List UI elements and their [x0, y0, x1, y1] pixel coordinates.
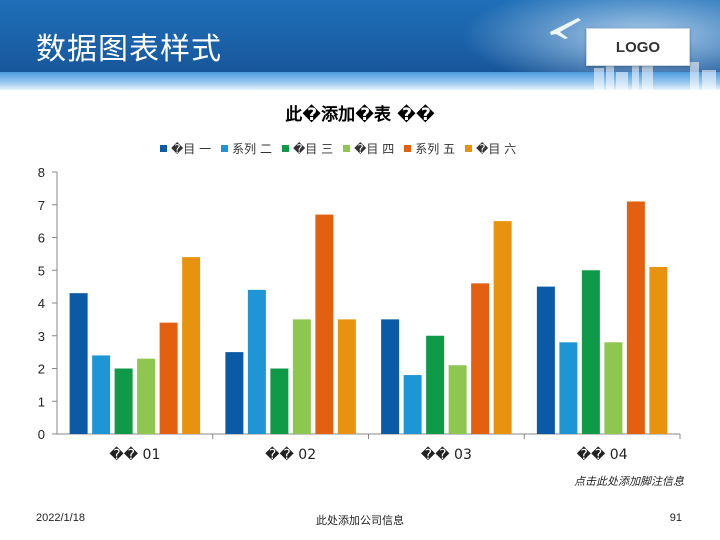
bar: [581, 270, 600, 434]
bar: [225, 352, 244, 434]
y-tick-label: 7: [38, 198, 45, 213]
bar: [137, 358, 156, 434]
city-skyline-icon: [594, 52, 716, 90]
footer-date: 2022/1/18: [36, 512, 85, 524]
y-tick-label: 1: [38, 394, 45, 409]
airplane-icon: [550, 18, 581, 39]
bar: [536, 286, 555, 434]
y-tick-label: 3: [38, 329, 45, 344]
bar: [426, 335, 445, 434]
bar: [292, 319, 311, 434]
bar: [493, 221, 512, 434]
legend-item: 系列 二: [221, 140, 272, 157]
legend-item: �目 四: [343, 140, 394, 157]
header-stripe: [0, 72, 720, 90]
page-title: 数据图表样式: [36, 32, 222, 67]
bar: [448, 365, 467, 434]
y-tick-label: 0: [38, 427, 45, 442]
bar: [337, 319, 356, 434]
bar: [92, 355, 111, 434]
bar: [649, 266, 668, 434]
bar: [559, 342, 578, 434]
legend-swatch: [160, 144, 167, 152]
legend-swatch: [404, 144, 412, 152]
x-tick-label: �� 02: [265, 446, 316, 463]
x-tick-label: �� 01: [109, 446, 160, 463]
bar: [159, 322, 178, 434]
legend-swatch: [343, 144, 351, 152]
legend-item: 系列 五: [404, 140, 455, 157]
y-tick-label: 5: [38, 263, 45, 278]
legend-label: �目 三: [292, 141, 334, 156]
x-tick-label: �� 04: [577, 446, 628, 463]
bar: [604, 342, 623, 434]
bar: [270, 368, 289, 434]
bar: [247, 289, 266, 434]
legend-swatch: [221, 144, 229, 152]
bar: [403, 375, 422, 434]
bar: [626, 201, 645, 434]
y-tick-label: 8: [38, 165, 45, 180]
y-tick-label: 6: [38, 231, 45, 246]
bar: [69, 293, 88, 434]
bar: [182, 257, 201, 434]
legend-label: �目 四: [354, 141, 395, 156]
legend-label: 系列 五: [415, 141, 456, 156]
legend-swatch: [465, 144, 473, 152]
footnote: 点击此处添加脚注信息: [574, 475, 684, 488]
x-tick-label: �� 03: [421, 446, 472, 463]
y-tick-label: 2: [38, 362, 45, 377]
legend-item: �目 三: [281, 140, 334, 157]
legend-label: �目 一: [171, 141, 212, 156]
bar: [315, 214, 334, 434]
logo-box: LOGO: [586, 28, 690, 66]
legend-item: �目 六: [465, 140, 516, 157]
bar: [381, 319, 400, 434]
bar: [114, 368, 133, 434]
legend-item: �目 一: [160, 140, 211, 157]
page-number: 91: [669, 512, 682, 524]
chart-title: 此�添加�表 ��: [285, 105, 435, 125]
legend-label: 系列 二: [232, 141, 272, 156]
legend-swatch: [281, 144, 289, 152]
legend-label: �目 六: [476, 141, 517, 156]
footer-company: 此处添加公司信息: [316, 514, 404, 527]
chart-legend: �目 一 系列 二 �目 三 �目 四 系列 五 �目 六: [160, 140, 526, 156]
bar: [471, 283, 490, 434]
y-tick-label: 4: [38, 296, 45, 311]
header-banner: 数据图表样式 LOGO: [0, 0, 720, 90]
